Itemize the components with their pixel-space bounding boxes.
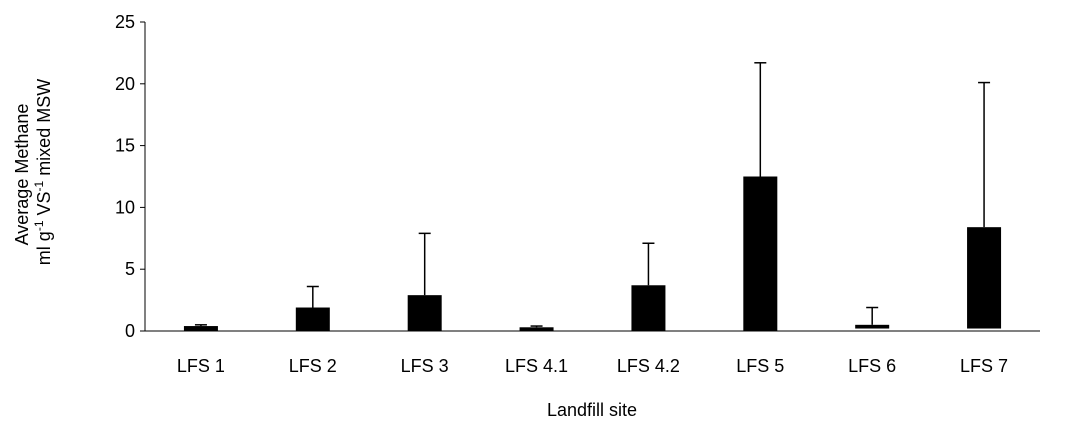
y-tick-label: 20 [115, 74, 135, 94]
bar [519, 327, 554, 331]
y-tick-label: 15 [115, 136, 135, 156]
bar [183, 326, 218, 331]
y-axis-title-line1: Average Methane [12, 104, 32, 246]
x-tick-label: LFS 4.1 [505, 356, 568, 376]
bar [407, 295, 442, 331]
x-tick-label: LFS 3 [401, 356, 449, 376]
bar [967, 227, 1002, 329]
bar [631, 285, 666, 331]
bar [743, 176, 778, 331]
y-axis-title: Average Methane ml g-1 VS-1 mixed MSW [12, 79, 54, 265]
x-tick-label: LFS 7 [960, 356, 1008, 376]
x-tick-label: LFS 2 [289, 356, 337, 376]
x-axis-title: Landfill site [547, 400, 637, 420]
y-tick-label: 0 [125, 321, 135, 341]
x-tick-label: LFS 4.2 [617, 356, 680, 376]
y-tick-label: 10 [115, 197, 135, 217]
y-tick-label: 5 [125, 259, 135, 279]
y-tick-label: 25 [115, 12, 135, 32]
x-tick-label: LFS 6 [848, 356, 896, 376]
x-tick-label: LFS 5 [736, 356, 784, 376]
bar [855, 324, 890, 329]
x-tick-label: LFS 1 [177, 356, 225, 376]
y-axis-title-line2: ml g-1 VS-1 mixed MSW [32, 79, 54, 265]
plot-area: 0 5 10 15 20 25 LFS 1 LFS 2 LFS 3 LFS 4.1 LFS 4.2 L… [115, 12, 1040, 376]
bar [295, 307, 330, 331]
